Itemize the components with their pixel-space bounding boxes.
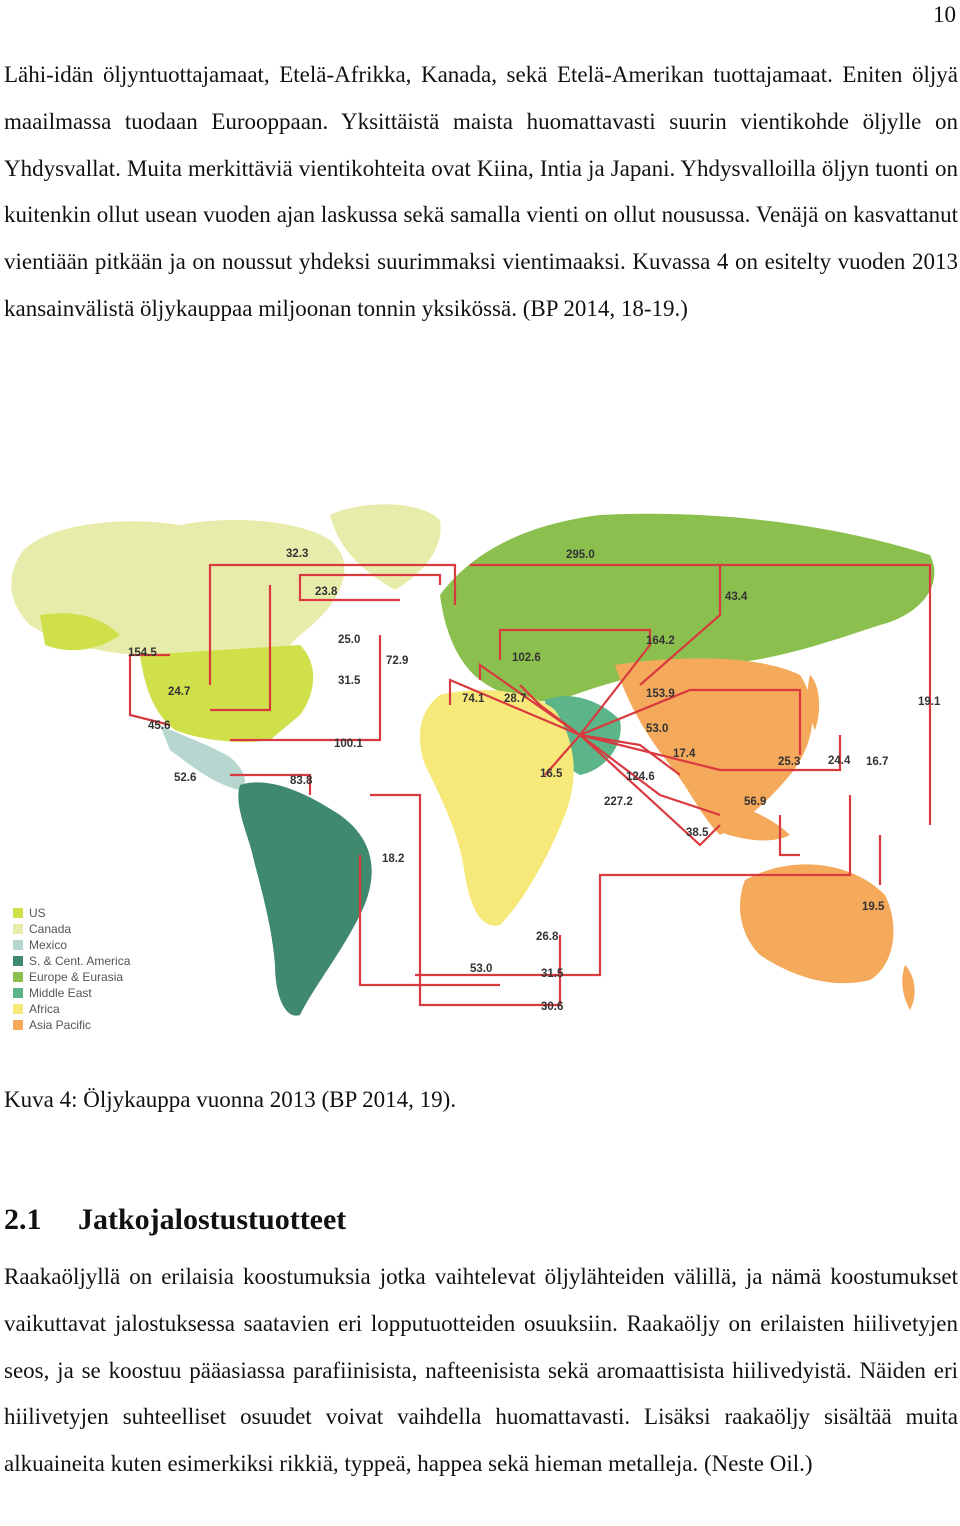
page-number: 10 bbox=[933, 2, 956, 27]
flow-label: 24.4 bbox=[828, 755, 851, 767]
asia-pacific-region bbox=[615, 658, 813, 835]
legend-label-s-cent-america: S. & Cent. America bbox=[29, 954, 131, 968]
legend-swatch-europe-eurasia bbox=[13, 972, 23, 982]
africa-region bbox=[420, 690, 574, 926]
flow-line bbox=[544, 734, 581, 776]
flow-label: 53.0 bbox=[470, 963, 492, 975]
flow-label: 43.4 bbox=[725, 591, 748, 603]
mexico-region bbox=[160, 725, 246, 790]
map-legend: US Canada Mexico S. & Cent. America Euro… bbox=[13, 906, 131, 1032]
flow-line bbox=[298, 573, 442, 602]
figure-caption: Kuva 4: Öljykauppa vuonna 2013 (BP 2014,… bbox=[4, 1087, 457, 1112]
legend-label-asia-pacific: Asia Pacific bbox=[29, 1018, 91, 1032]
flow-line bbox=[478, 662, 581, 736]
flow-line bbox=[448, 678, 581, 737]
flow-line bbox=[778, 815, 800, 857]
flow-line bbox=[210, 585, 272, 712]
flow-line bbox=[579, 734, 721, 847]
flow-label: 25.0 bbox=[338, 634, 360, 646]
flow-label: 31.5 bbox=[338, 675, 361, 687]
section-title: Jatkojalostustuotteet bbox=[78, 1203, 347, 1236]
flow-line bbox=[639, 565, 722, 686]
flow-label: 38.5 bbox=[686, 827, 709, 839]
body-paragraph: Raakaöljyllä on erilaisia koostumuksia j… bbox=[4, 1264, 958, 1477]
flow-label: 31.5 bbox=[541, 968, 564, 980]
south-east-asia-region bbox=[700, 795, 790, 841]
flow-label: 295.0 bbox=[566, 549, 595, 561]
flow-label: 19.1 bbox=[918, 696, 941, 708]
flow-label: 25.3 bbox=[778, 756, 800, 768]
legend-swatch-africa bbox=[13, 1004, 23, 1014]
flow-line bbox=[579, 734, 721, 817]
legend-label-us: US bbox=[29, 906, 46, 920]
greenland-region bbox=[330, 504, 441, 590]
flow-label: 28.7 bbox=[504, 693, 526, 705]
flow-label: 24.7 bbox=[168, 686, 190, 698]
legend-label-canada: Canada bbox=[29, 922, 71, 936]
flow-label: 164.2 bbox=[646, 635, 675, 647]
flow-label: 16.7 bbox=[866, 756, 888, 768]
flow-line bbox=[470, 563, 932, 825]
flow-line bbox=[498, 628, 652, 736]
south-america-region bbox=[238, 782, 372, 1016]
section-number: 2.1 bbox=[4, 1203, 42, 1236]
legend-swatch-middle-east bbox=[13, 988, 23, 998]
flow-label: 17.4 bbox=[673, 748, 696, 760]
section-heading: 2.1 Jatkojalostustuotteet bbox=[4, 1203, 346, 1237]
flow-label: 32.3 bbox=[286, 548, 308, 560]
legend-swatch-us bbox=[13, 908, 23, 918]
flow-label: 154.5 bbox=[128, 647, 157, 659]
flow-label: 124.6 bbox=[626, 771, 655, 783]
europe-eurasia-region bbox=[440, 513, 935, 702]
flow-labels: 32.3 295.0 23.8 43.4 25.0 164.2 154.5 72… bbox=[128, 548, 941, 1013]
legend-swatch-canada bbox=[13, 924, 23, 934]
flow-label: 153.9 bbox=[646, 688, 675, 700]
trade-flows bbox=[128, 563, 932, 1007]
oil-trade-map-figure: 32.3 295.0 23.8 43.4 25.0 164.2 154.5 72… bbox=[0, 495, 960, 1035]
intro-paragraph: Lähi-idän öljyntuottajamaat, Etelä-Afrik… bbox=[4, 62, 958, 321]
legend-swatch-mexico bbox=[13, 940, 23, 950]
legend-label-europe-eurasia: Europe & Eurasia bbox=[29, 970, 123, 984]
flow-label: 30.6 bbox=[541, 1001, 563, 1013]
flow-line bbox=[208, 563, 457, 685]
flow-line bbox=[519, 684, 581, 736]
flow-line bbox=[358, 855, 500, 987]
flow-line bbox=[579, 688, 802, 755]
flow-label: 102.6 bbox=[512, 652, 541, 664]
flow-label: 52.6 bbox=[174, 772, 196, 784]
flow-label: 227.2 bbox=[604, 796, 633, 808]
flow-label: 100.1 bbox=[334, 738, 363, 750]
japan-region bbox=[807, 675, 820, 730]
legend-swatch-asia-pacific bbox=[13, 1020, 23, 1030]
flow-label: 26.8 bbox=[536, 931, 559, 943]
flow-label: 83.8 bbox=[290, 775, 313, 787]
legend-swatch-s-cent-america bbox=[13, 956, 23, 966]
flow-label: 23.8 bbox=[315, 586, 338, 598]
flow-label: 74.1 bbox=[462, 693, 485, 705]
legend-label-africa: Africa bbox=[29, 1002, 60, 1016]
oil-trade-map: 32.3 295.0 23.8 43.4 25.0 164.2 154.5 72… bbox=[11, 504, 941, 1032]
flow-line bbox=[230, 773, 312, 795]
alaska-region bbox=[40, 613, 120, 651]
flow-line bbox=[370, 793, 562, 1007]
flow-line bbox=[128, 653, 171, 727]
flow-label: 72.9 bbox=[386, 655, 408, 667]
legend-label-mexico: Mexico bbox=[29, 938, 67, 952]
flow-label: 19.5 bbox=[862, 901, 885, 913]
new-zealand-region bbox=[902, 965, 915, 1010]
flow-line bbox=[415, 795, 852, 977]
flow-label: 45.6 bbox=[148, 720, 170, 732]
legend-label-middle-east: Middle East bbox=[29, 986, 92, 1000]
flow-label: 16.5 bbox=[540, 768, 563, 780]
flow-label: 18.2 bbox=[382, 853, 404, 865]
flow-label: 53.0 bbox=[646, 723, 668, 735]
flow-label: 56.9 bbox=[744, 796, 766, 808]
flow-line bbox=[230, 635, 382, 742]
australia-region bbox=[740, 864, 894, 984]
flow-line bbox=[579, 733, 681, 776]
